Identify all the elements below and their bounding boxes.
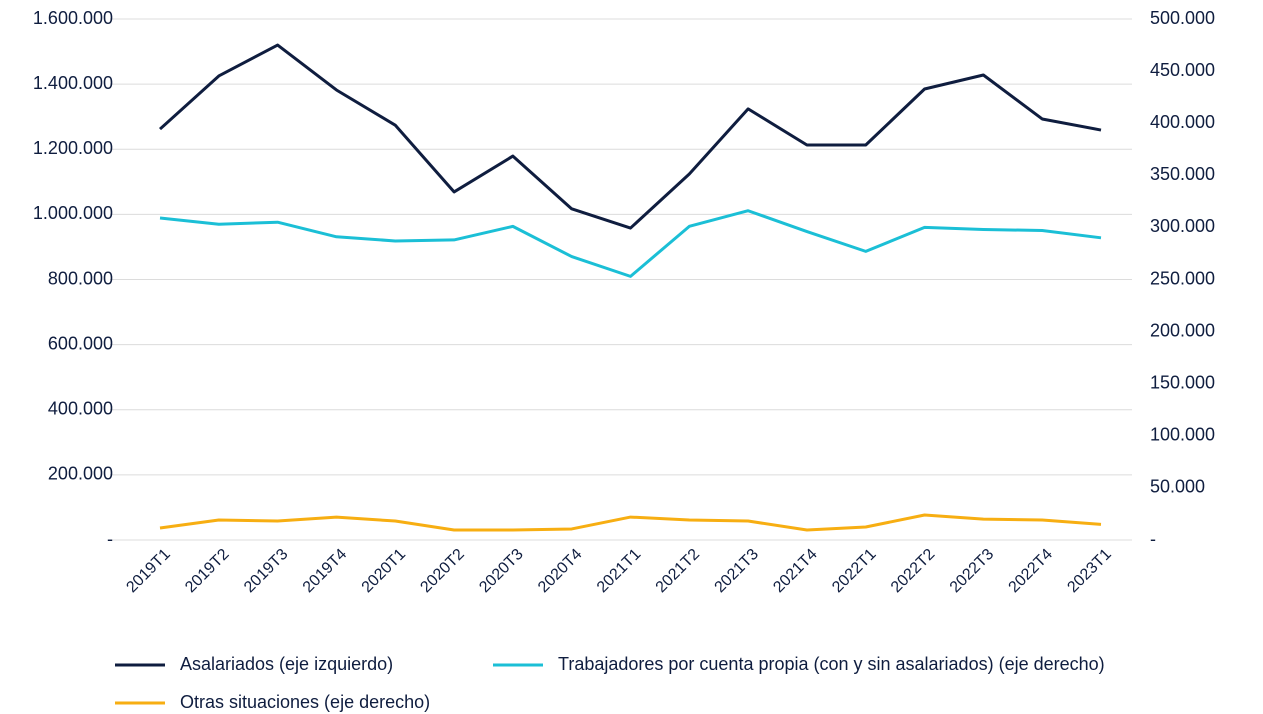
y2-tick-label: 150.000 [1150, 372, 1215, 392]
x-tick-label: 2019T1 [123, 546, 173, 596]
x-tick-label: 2020T2 [417, 546, 467, 596]
y-tick-label: 1.200.000 [33, 138, 113, 158]
legend-label: Otras situaciones (eje derecho) [180, 692, 430, 712]
x-tick-label: 2022T1 [829, 546, 879, 596]
x-tick-label: 2023T1 [1064, 546, 1114, 596]
series-line [159, 513, 1102, 532]
y2-tick-label: 100.000 [1150, 425, 1215, 445]
y2-tick-label: 450.000 [1150, 60, 1215, 80]
y-tick-label: 200.000 [48, 464, 113, 484]
y2-tick-label: - [1150, 529, 1156, 549]
series-line [158, 43, 1102, 230]
x-tick-label: 2019T3 [241, 546, 291, 596]
y2-tick-label: 500.000 [1150, 8, 1215, 28]
x-tick-label: 2022T4 [1006, 546, 1056, 596]
x-tick-label: 2019T2 [182, 546, 232, 596]
x-tick-label: 2021T2 [653, 546, 703, 596]
y2-tick-label: 50.000 [1150, 477, 1205, 497]
y-tick-label: 1.400.000 [33, 73, 113, 93]
y-tick-label: 1.600.000 [33, 8, 113, 28]
x-tick-label: 2021T4 [770, 546, 820, 596]
y2-tick-label: 300.000 [1150, 216, 1215, 236]
x-tick-label: 2019T4 [300, 546, 350, 596]
y-tick-label: 400.000 [48, 399, 113, 419]
y2-tick-label: 400.000 [1150, 112, 1215, 132]
y-tick-label: - [107, 529, 113, 549]
x-tick-label: 2020T1 [359, 546, 409, 596]
x-tick-label: 2021T3 [712, 546, 762, 596]
legend-label: Trabajadores por cuenta propia (con y si… [558, 654, 1105, 674]
x-tick-label: 2021T1 [594, 546, 644, 596]
y2-tick-label: 350.000 [1150, 164, 1215, 184]
y-tick-label: 600.000 [48, 333, 113, 353]
x-tick-label: 2020T3 [476, 546, 526, 596]
series-line [159, 209, 1102, 278]
y-tick-label: 800.000 [48, 268, 113, 288]
x-tick-label: 2020T4 [535, 546, 585, 596]
y-tick-label: 1.000.000 [33, 203, 113, 223]
x-tick-label: 2022T2 [888, 546, 938, 596]
legend-label: Asalariados (eje izquierdo) [180, 654, 393, 674]
y2-tick-label: 250.000 [1150, 268, 1215, 288]
y2-tick-label: 200.000 [1150, 320, 1215, 340]
x-tick-label: 2022T3 [947, 546, 997, 596]
